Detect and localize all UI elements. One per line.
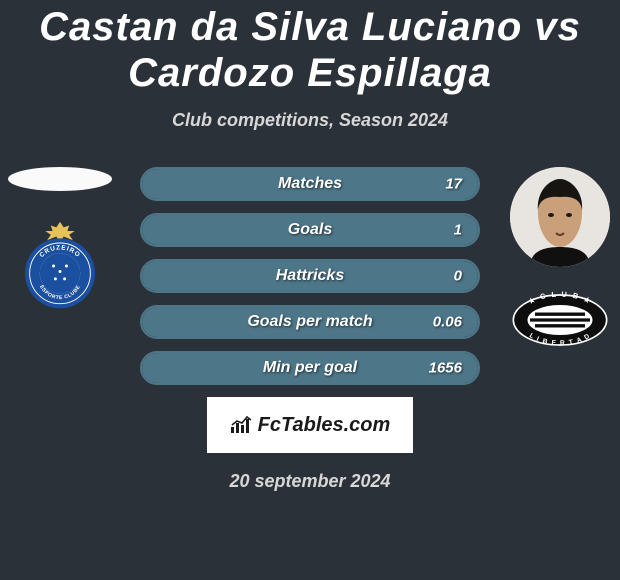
page-title: Castan da Silva Luciano vs Cardozo Espil… (0, 0, 620, 96)
stat-row-goals-per-match: Goals per match 0.06 (140, 305, 480, 339)
player-left-column: CRUZEIRO ESPORTE CLUBE (0, 167, 120, 308)
stat-row-matches: Matches 17 (140, 167, 480, 201)
stat-value: 1 (454, 222, 462, 239)
stat-label: Goals (142, 221, 478, 239)
stat-value: 17 (445, 176, 462, 193)
player-right-column: ★ C L U B ★ L I B E R T A D (500, 167, 620, 362)
stat-label: Goals per match (142, 313, 478, 331)
stat-label: Min per goal (142, 359, 478, 377)
comparison-panel: CRUZEIRO ESPORTE CLUBE (0, 167, 620, 385)
stat-label: Matches (142, 175, 478, 193)
player-left-avatar (8, 167, 112, 191)
stat-value: 0.06 (433, 314, 462, 331)
brand-text: FcTables.com (258, 414, 391, 437)
stats-list: Matches 17 Goals 1 Hattricks 0 Goals per… (140, 167, 480, 385)
stat-value: 1656 (429, 360, 462, 377)
stat-value: 0 (454, 268, 462, 285)
cruzeiro-badge-icon: CRUZEIRO ESPORTE CLUBE (14, 220, 106, 312)
libertad-badge-icon: ★ C L U B ★ L I B E R T A D (510, 290, 610, 350)
player-right-photo-icon (510, 167, 610, 267)
stat-row-hattricks: Hattricks 0 (140, 259, 480, 293)
subtitle: Club competitions, Season 2024 (0, 110, 620, 131)
player-right-avatar (510, 167, 610, 267)
stat-label: Hattricks (142, 267, 478, 285)
footer-date: 20 september 2024 (0, 471, 620, 492)
stat-row-goals: Goals 1 (140, 213, 480, 247)
player-right-club-badge: ★ C L U B ★ L I B E R T A D (510, 277, 610, 362)
brand-badge: FcTables.com (207, 397, 413, 453)
player-left-club-badge: CRUZEIRO ESPORTE CLUBE (10, 223, 110, 308)
bar-chart-icon (230, 415, 254, 435)
stat-row-min-per-goal: Min per goal 1656 (140, 351, 480, 385)
